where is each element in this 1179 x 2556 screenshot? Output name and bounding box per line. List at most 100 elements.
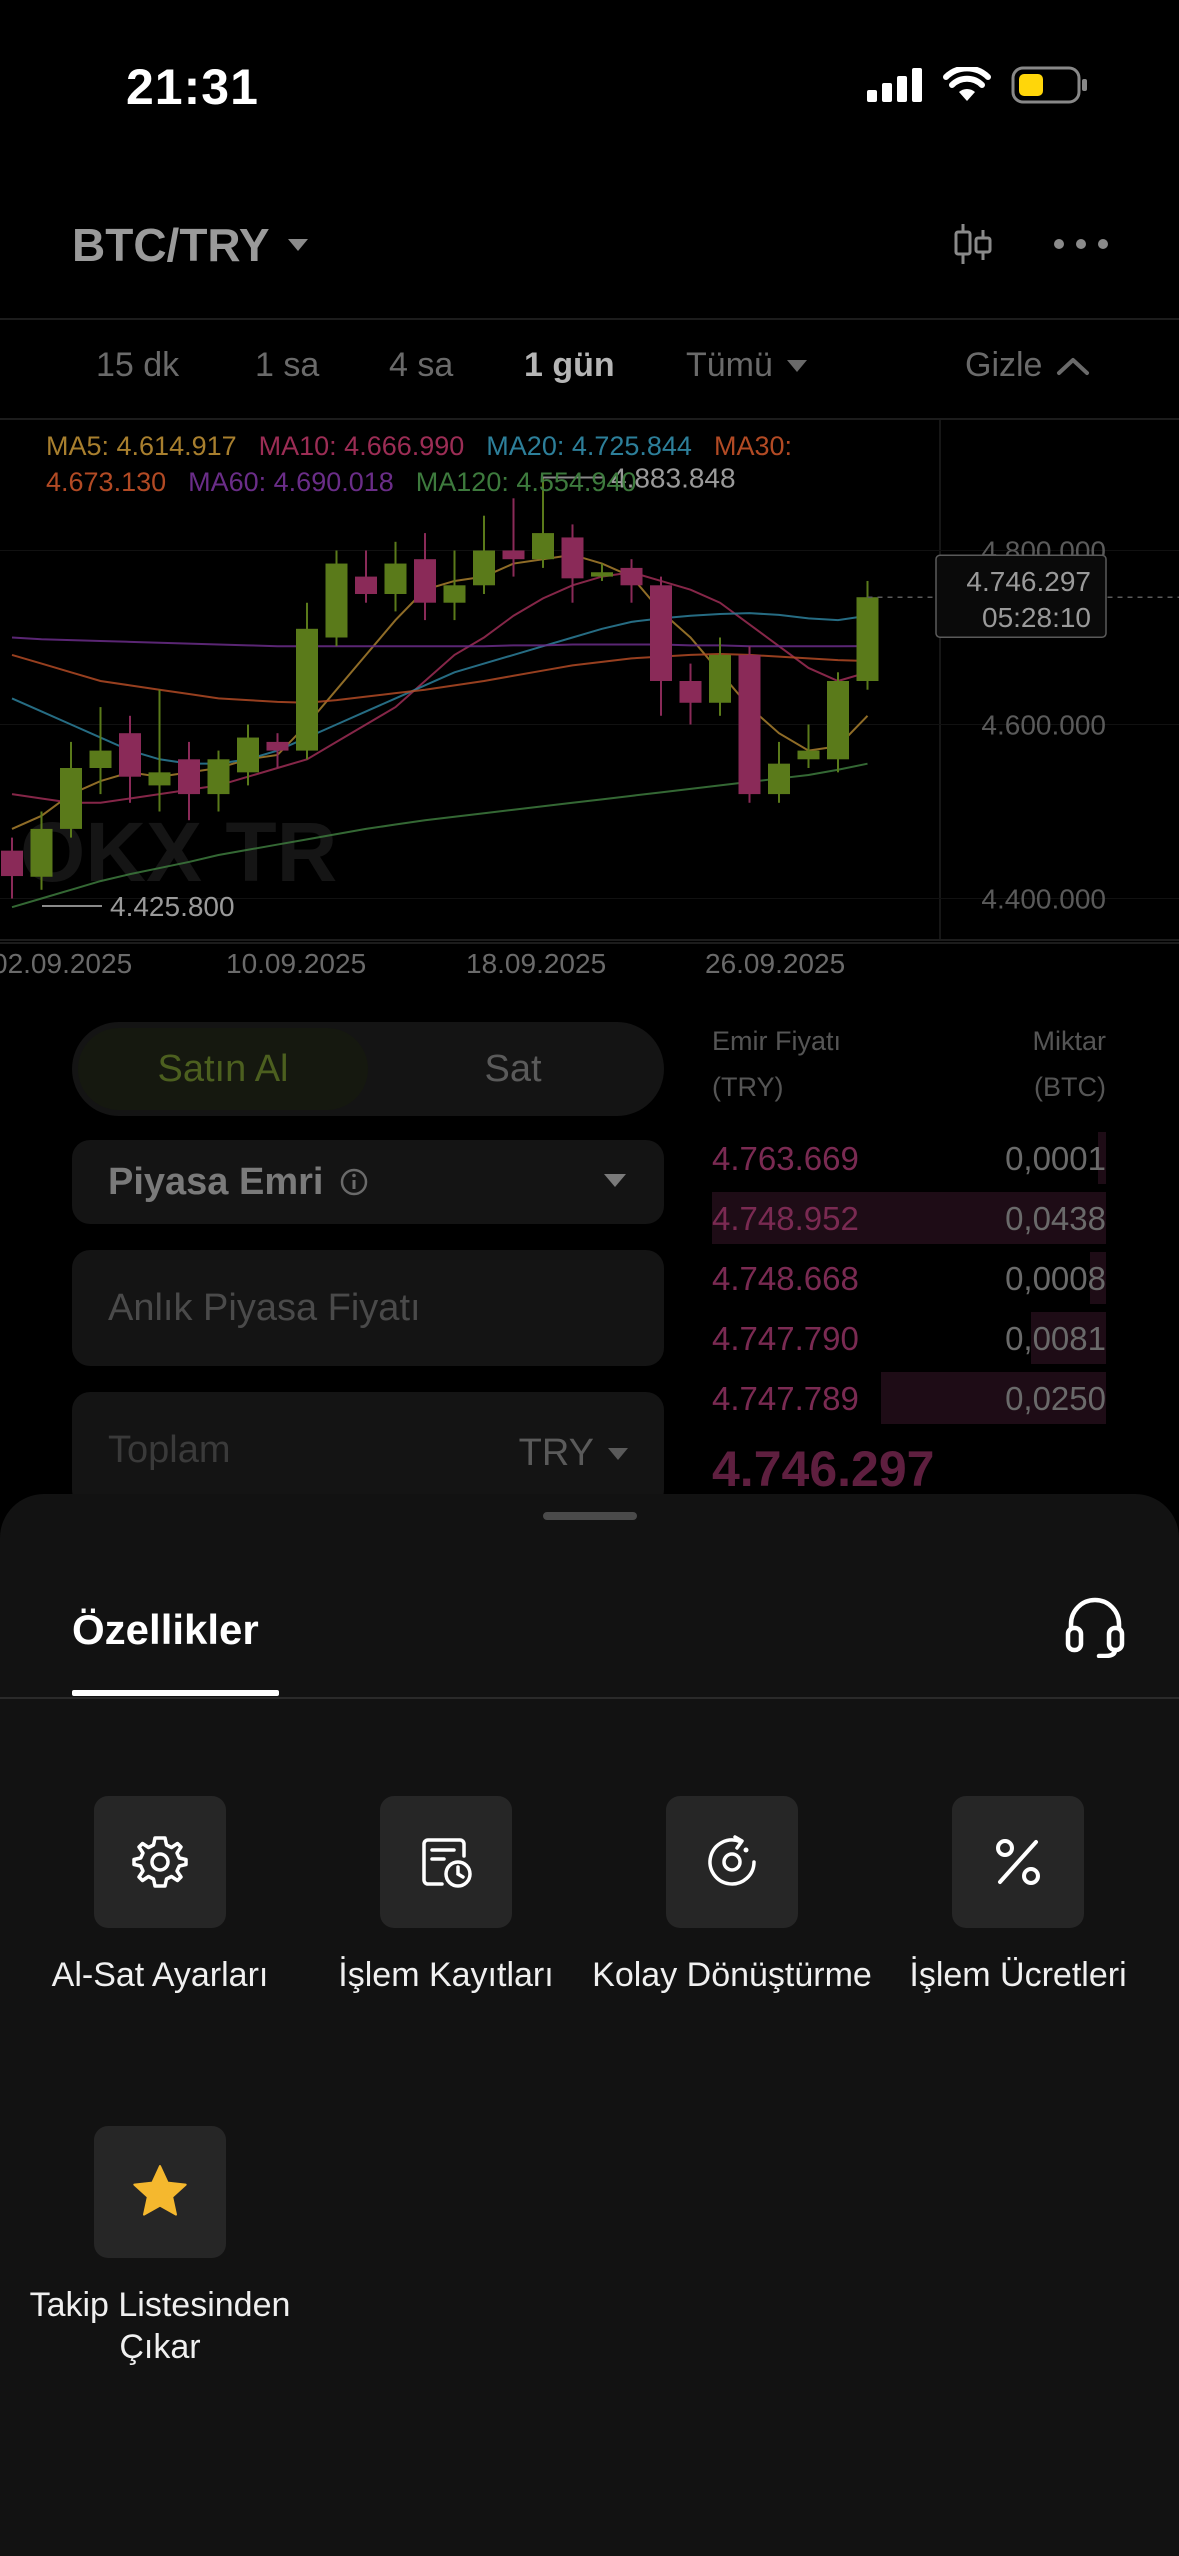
feature-trade-history[interactable]: İşlem Kayıtları	[306, 1796, 586, 1996]
candle	[473, 550, 495, 586]
candle	[650, 585, 672, 681]
candle	[414, 559, 436, 603]
total-placeholder: Toplam	[108, 1428, 231, 1471]
feature-trade-fees[interactable]: İşlem Ücretleri	[878, 1796, 1158, 1996]
order-type-select[interactable]: Piyasa Emri	[72, 1140, 664, 1224]
ask-qty: 0,0008	[1005, 1260, 1106, 1297]
market-price-field[interactable]: Anlık Piyasa Fiyatı	[72, 1250, 664, 1366]
feature-tile[interactable]	[380, 1796, 512, 1928]
feature-tile[interactable]	[952, 1796, 1084, 1928]
qty-header-unit: (BTC)	[1034, 1072, 1106, 1102]
ma-line-ma30	[11, 653, 868, 704]
order-book-row[interactable]: 4.747.790 0,0081	[712, 1310, 1106, 1366]
sheet-divider	[0, 1697, 1179, 1699]
ask-price: 4.747.790	[712, 1320, 859, 1357]
candle	[384, 563, 407, 594]
gear-icon	[132, 1836, 188, 1888]
candle	[797, 750, 820, 760]
feature-tile[interactable]	[94, 2126, 226, 2258]
tab-1d[interactable]: 1 gün	[524, 346, 615, 384]
sheet-grabber[interactable]	[543, 1512, 637, 1520]
current-price-box	[935, 554, 1107, 638]
tab-4h[interactable]: 4 sa	[389, 346, 454, 384]
last-price[interactable]: 4.746.297	[712, 1441, 935, 1497]
ma-legend: MA5: 4.614.917 MA10: 4.666.990 MA20: 4.725…	[46, 428, 906, 500]
history-icon	[422, 1838, 472, 1888]
qty-header-label: Miktar	[1032, 1026, 1107, 1056]
pair-title: BTC/TRY	[72, 219, 270, 271]
tab-1h[interactable]: 1 sa	[255, 346, 320, 384]
candle	[1, 850, 23, 877]
candle	[856, 597, 879, 681]
convert-icon	[708, 1835, 756, 1886]
caret-down-icon	[786, 359, 807, 372]
x-tick-label: 18.09.2025	[466, 948, 607, 979]
candlestick-chart-icon[interactable]	[953, 220, 993, 268]
countdown-label: 05:28:10	[982, 602, 1091, 633]
currency-select[interactable]: TRY	[519, 1432, 628, 1475]
features-sheet: Özellikler Al-Sat Ayarları İşlem Ka	[0, 1494, 1179, 2556]
candle	[148, 772, 171, 786]
ma20-label: MA20: 4.725.844	[486, 431, 692, 461]
timeframe-tabs: 15 dk 1 sa 4 sa 1 gün Tümü Gizle	[0, 320, 1179, 420]
depth-bar	[712, 1192, 1106, 1244]
pair-selector[interactable]: BTC/TRY	[72, 218, 308, 272]
y-tick-label: 4.400.000	[981, 884, 1106, 915]
headset-support-icon[interactable]	[1063, 1594, 1127, 1658]
cellular-signal-icon	[867, 68, 922, 102]
candle	[827, 681, 849, 760]
depth-bar	[1090, 1252, 1106, 1304]
feature-tile[interactable]	[666, 1796, 798, 1928]
ma-line-ma120	[11, 762, 868, 909]
ma5-label: MA5: 4.614.917	[46, 431, 237, 461]
status-time: 21:31	[126, 59, 259, 115]
candle	[296, 628, 318, 751]
buy-sell-toggle: Satın Al Sat	[72, 1022, 664, 1116]
candle	[768, 763, 790, 795]
candle	[60, 768, 82, 829]
low-price-label: 4.425.800	[110, 891, 235, 922]
tab-all[interactable]: Tümü	[686, 346, 807, 385]
order-book-row[interactable]: 4.748.952 0,0438	[712, 1190, 1106, 1246]
order-book-row[interactable]: 4.747.789 0,0250	[712, 1370, 1106, 1426]
feature-label: Al-Sat Ayarları	[51, 1956, 269, 1994]
depth-bar	[1098, 1132, 1106, 1184]
x-tick-label: 10.09.2025	[226, 948, 367, 979]
ask-price: 4.763.669	[712, 1140, 859, 1177]
ask-qty: 0,0001	[1005, 1140, 1106, 1177]
candle	[561, 537, 584, 579]
total-input[interactable]: Toplam TRY	[72, 1392, 664, 1508]
ma-line-ma20	[11, 612, 868, 765]
feature-trade-settings[interactable]: Al-Sat Ayarları	[20, 1796, 300, 1996]
order-book-qty-header: Miktar (BTC)	[1033, 1018, 1107, 1110]
star-icon	[133, 2165, 187, 2216]
ma60-label: MA60: 4.690.018	[188, 467, 394, 497]
feature-tile[interactable]	[94, 1796, 226, 1928]
buy-tab[interactable]: Satın Al	[78, 1028, 368, 1110]
hide-chart-toggle[interactable]: Gizle	[965, 346, 1090, 385]
candle	[532, 533, 554, 560]
ma10-label: MA10: 4.666.990	[258, 431, 465, 461]
candle	[266, 741, 289, 751]
ask-qty: 0,0438	[1005, 1200, 1106, 1237]
candle	[355, 576, 377, 594]
candle	[207, 759, 230, 795]
order-book-row[interactable]: 4.763.669 0,0001	[712, 1130, 1106, 1186]
sheet-title[interactable]: Özellikler	[72, 1606, 259, 1653]
sell-tab[interactable]: Sat	[484, 1047, 542, 1090]
candle	[591, 572, 613, 577]
x-tick-label: 26.09.2025	[705, 948, 846, 979]
candle	[502, 550, 525, 560]
candle	[738, 654, 761, 795]
wifi-icon	[943, 67, 991, 101]
chart-x-axis: 02.09.2025 10.09.2025 18.09.2025 26.09.2…	[0, 942, 1179, 982]
order-book-row[interactable]: 4.748.668 0,0008	[712, 1250, 1106, 1306]
tab-15m[interactable]: 15 dk	[96, 346, 180, 384]
status-bar: 21:31	[0, 0, 1179, 170]
price-chart[interactable]: OKX TR4.800.0004.600.0004.400.0004.883.8…	[0, 420, 1179, 980]
feature-easy-convert[interactable]: Kolay Dönüştürme	[592, 1796, 872, 1996]
ma30-label: MA30:	[713, 431, 792, 461]
info-icon[interactable]	[339, 1167, 369, 1197]
more-icon[interactable]	[1053, 238, 1109, 250]
feature-remove-watchlist[interactable]: Takip Listesinden Çıkar	[20, 2126, 300, 2368]
